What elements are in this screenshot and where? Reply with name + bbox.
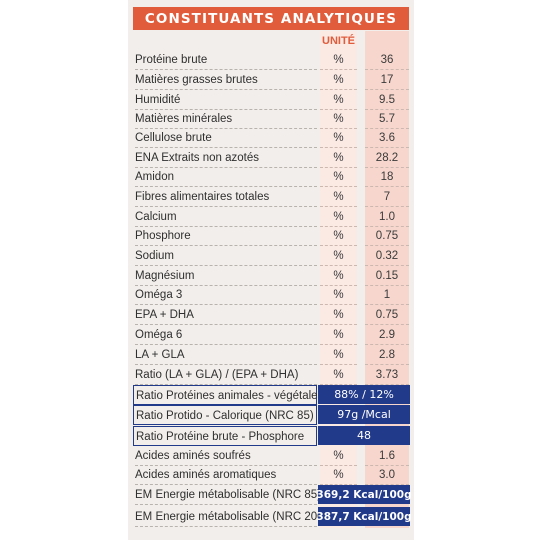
row-value: 36 xyxy=(365,50,409,70)
table-row: Ratio (LA + GLA) / (EPA + DHA)% 3.73 xyxy=(0,365,540,385)
row-value: 7 xyxy=(365,187,409,207)
row-value: 0.75 xyxy=(365,305,409,325)
row-label: Oméga 3 xyxy=(135,285,317,305)
row-label: Ratio Protido - Calorique (NRC 85) xyxy=(133,405,317,425)
table-row: Sodium% 0.32 xyxy=(0,246,540,266)
table-row: EPA + DHA% 0.75 xyxy=(0,305,540,325)
row-value: 5.7 xyxy=(365,109,409,129)
row-value: 1.0 xyxy=(365,207,409,227)
row-unit: % xyxy=(320,345,357,365)
row-label: Magnésium xyxy=(135,266,317,286)
row-value: 0.32 xyxy=(365,246,409,266)
table-row: Humidité% 9.5 xyxy=(0,90,540,110)
row-label: Phosphore xyxy=(135,226,317,246)
row-label: EM Energie métabolisable (NRC 2006) xyxy=(135,507,334,527)
row-unit: % xyxy=(320,365,357,385)
row-value: 3.6 xyxy=(365,128,409,148)
row-value: 0.75 xyxy=(365,226,409,246)
row-label: Ratio Protéines animales - végétales xyxy=(133,385,323,405)
row-value: 0.15 xyxy=(365,266,409,286)
row-unit: % xyxy=(320,325,357,345)
row-unit: % xyxy=(320,128,357,148)
table-row: Cellulose brute% 3.6 xyxy=(0,128,540,148)
row-unit: % xyxy=(320,285,357,305)
table-row: Protéine brute% 36 xyxy=(0,50,540,70)
row-value: 17 xyxy=(365,70,409,90)
row-label: Oméga 6 xyxy=(135,325,317,345)
table-row: Oméga 3% 1 xyxy=(0,285,540,305)
table-row: LA + GLA% 2.8 xyxy=(0,345,540,365)
table-row: EM Energie métabolisable (NRC 85) 369,2 K… xyxy=(0,485,540,505)
table-row: Acides aminés soufrés% 1.6 xyxy=(0,446,540,466)
row-label: ENA Extraits non azotés xyxy=(135,148,317,168)
row-unit: % xyxy=(320,109,357,129)
row-value: 1 xyxy=(365,285,409,305)
value-column-background xyxy=(365,31,409,528)
table-row: Matières grasses brutes% 17 xyxy=(0,70,540,90)
unit-column-header: UNITÉ xyxy=(322,35,355,47)
row-label: Sodium xyxy=(135,246,317,266)
row-label: Matières grasses brutes xyxy=(135,70,317,90)
row-label: Cellulose brute xyxy=(135,128,317,148)
row-value: 18 xyxy=(365,167,409,187)
row-unit: % xyxy=(320,167,357,187)
row-label: Acides aminés soufrés xyxy=(135,446,317,466)
row-label: Humidité xyxy=(135,90,317,110)
table-row: Fibres alimentaires totales% 7 xyxy=(0,187,540,207)
highlighted-value: 88% / 12% xyxy=(318,385,410,404)
row-label: Ratio Protéine brute - Phosphore xyxy=(133,426,317,446)
row-unit: % xyxy=(320,465,357,485)
row-label: Ratio (LA + GLA) / (EPA + DHA) xyxy=(135,365,317,385)
row-unit: % xyxy=(320,148,357,168)
row-value: 3.73 xyxy=(365,365,409,385)
table-row: Ratio Protéines animales - végétales 88% … xyxy=(0,385,540,405)
table-row: Magnésium% 0.15 xyxy=(0,266,540,286)
row-unit: % xyxy=(320,50,357,70)
row-value: 2.8 xyxy=(365,345,409,365)
highlighted-value: 369,2 Kcal/100g xyxy=(316,485,412,504)
row-label: Amidon xyxy=(135,167,317,187)
table-row: Amidon% 18 xyxy=(0,167,540,187)
highlighted-value: 48 xyxy=(318,426,410,445)
table-row: Ratio Protido - Calorique (NRC 85) 97g /M… xyxy=(0,405,540,425)
row-unit: % xyxy=(320,305,357,325)
row-label: Acides aminés aromatiques xyxy=(135,465,317,485)
row-label: Protéine brute xyxy=(135,50,317,70)
row-label: Calcium xyxy=(135,207,317,227)
table-row: Calcium% 1.0 xyxy=(0,207,540,227)
row-unit: % xyxy=(320,246,357,266)
row-unit: % xyxy=(320,90,357,110)
table-row: Matières minérales% 5.7 xyxy=(0,109,540,129)
row-value: 9.5 xyxy=(365,90,409,110)
highlighted-value: 97g /Mcal xyxy=(318,405,410,424)
table-title: CONSTITUANTS ANALYTIQUES xyxy=(133,7,409,30)
highlighted-value: 387,7 Kcal/100g xyxy=(316,507,412,526)
row-unit: % xyxy=(320,226,357,246)
row-value: 2.9 xyxy=(365,325,409,345)
row-label: Matières minérales xyxy=(135,109,317,129)
row-unit: % xyxy=(320,207,357,227)
row-label: EPA + DHA xyxy=(135,305,317,325)
row-value: 1.6 xyxy=(365,446,409,466)
row-label: LA + GLA xyxy=(135,345,317,365)
table-row: Acides aminés aromatiques% 3.0 xyxy=(0,465,540,485)
table-row: Ratio Protéine brute - Phosphore 48 xyxy=(0,426,540,446)
table-row: Phosphore% 0.75 xyxy=(0,226,540,246)
table-row: EM Energie métabolisable (NRC 2006) 387,7… xyxy=(0,507,540,527)
row-value: 3.0 xyxy=(365,465,409,485)
table-row: Oméga 6% 2.9 xyxy=(0,325,540,345)
row-unit: % xyxy=(320,187,357,207)
row-unit: % xyxy=(320,266,357,286)
unit-column-background xyxy=(320,31,357,528)
table-row: ENA Extraits non azotés% 28.2 xyxy=(0,148,540,168)
row-unit: % xyxy=(320,446,357,466)
row-unit: % xyxy=(320,70,357,90)
row-label: EM Energie métabolisable (NRC 85) xyxy=(135,485,321,505)
row-value: 28.2 xyxy=(365,148,409,168)
row-label: Fibres alimentaires totales xyxy=(135,187,317,207)
